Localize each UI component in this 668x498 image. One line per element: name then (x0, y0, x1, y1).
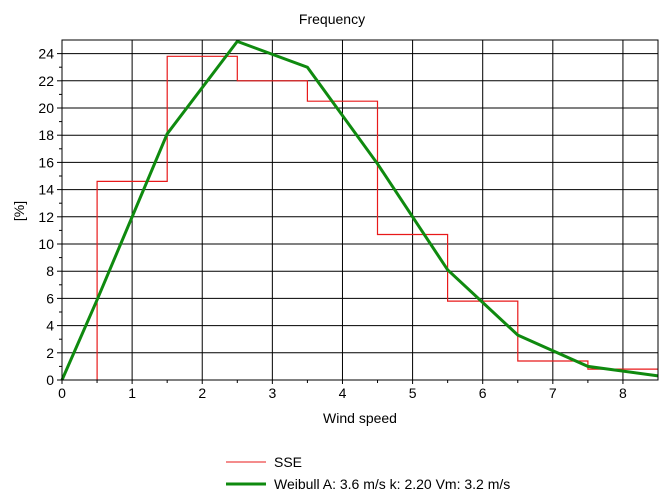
y-tick-label: 10 (38, 236, 54, 252)
y-tick-label: 6 (46, 290, 54, 306)
x-tick-label: 4 (339, 385, 347, 401)
x-tick-label: 3 (268, 385, 276, 401)
legend-label-weibull: Weibull A: 3.6 m/s k: 2.20 Vm: 3.2 m/s (274, 476, 510, 492)
series-sse (96, 55, 658, 380)
series-group (60, 39, 659, 381)
x-tick-label: 2 (198, 385, 206, 401)
y-tick-label: 22 (38, 73, 54, 89)
x-tick-label: 7 (549, 385, 557, 401)
x-tick-label: 1 (128, 385, 136, 401)
y-tick-label: 2 (46, 345, 54, 361)
y-tick-label: 24 (38, 46, 54, 62)
x-tick-label: 6 (479, 385, 487, 401)
chart-title: Frequency (299, 11, 365, 27)
weibull-curve (60, 39, 659, 381)
y-tick-label: 12 (38, 209, 54, 225)
y-tick-label: 16 (38, 154, 54, 170)
sse-step-line (96, 55, 658, 380)
legend-label-sse: SSE (274, 454, 302, 470)
x-tick-label: 5 (409, 385, 417, 401)
x-axis-label: Wind speed (323, 410, 397, 426)
y-tick-label: 14 (38, 182, 54, 198)
y-axis-label: [%] (11, 201, 27, 221)
y-tick-label: 4 (46, 318, 54, 334)
x-tick-label: 0 (58, 385, 66, 401)
legend: SSE Weibull A: 3.6 m/s k: 2.20 Vm: 3.2 m… (226, 454, 510, 492)
grid-lines (62, 40, 658, 380)
x-tick-label: 8 (619, 385, 627, 401)
plot-frame (61, 39, 659, 381)
series-weibull (60, 39, 659, 381)
y-tick-label: 0 (46, 372, 54, 388)
y-tick-label: 20 (38, 100, 54, 116)
y-tick-label: 8 (46, 263, 54, 279)
y-tick-label: 18 (38, 127, 54, 143)
